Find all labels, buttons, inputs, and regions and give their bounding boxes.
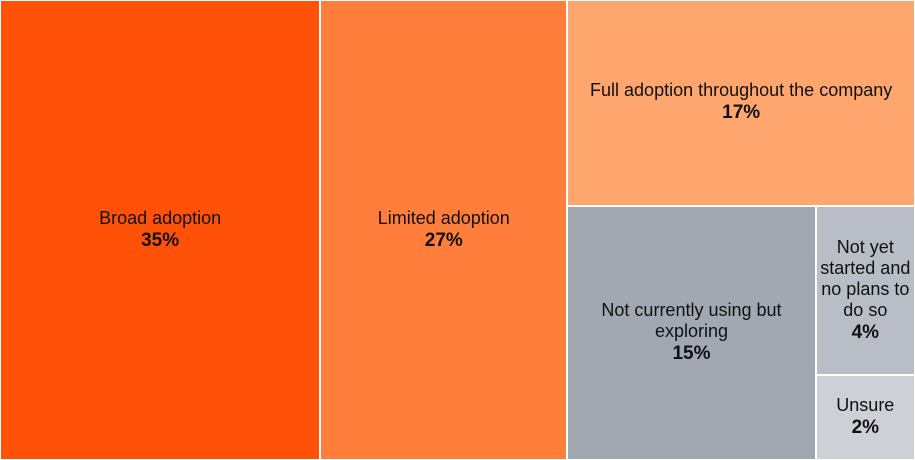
treemap-cell-label: Unsure — [836, 395, 895, 416]
treemap-cell-value: 27% — [424, 229, 463, 251]
treemap-cell: Unsure 2% — [815, 375, 915, 460]
treemap-cell-label: Full adoption throughout the company — [590, 80, 893, 101]
treemap-cell-value: 15% — [672, 342, 711, 364]
treemap-cell-label: Limited adoption — [377, 207, 510, 228]
treemap-cell: Limited adoption 27% — [320, 0, 568, 460]
treemap-cell-value: 17% — [722, 102, 761, 124]
treemap-cell: Not yet started and no plans to do so 4% — [815, 205, 915, 376]
treemap-cell-label: Not currently using but exploring — [601, 299, 782, 341]
treemap-cell-value: 2% — [851, 417, 880, 439]
treemap-cell-label: Not yet started and no plans to do so — [820, 236, 911, 320]
treemap-cell: Broad adoption 35% — [0, 0, 321, 460]
treemap-cell-label: Broad adoption — [99, 207, 222, 228]
treemap-cell: Full adoption throughout the company 17% — [567, 0, 915, 206]
treemap-cell-value: 4% — [851, 321, 880, 343]
treemap-cell-value: 35% — [141, 229, 180, 251]
treemap-cell: Not currently using but exploring 15% — [567, 205, 816, 460]
